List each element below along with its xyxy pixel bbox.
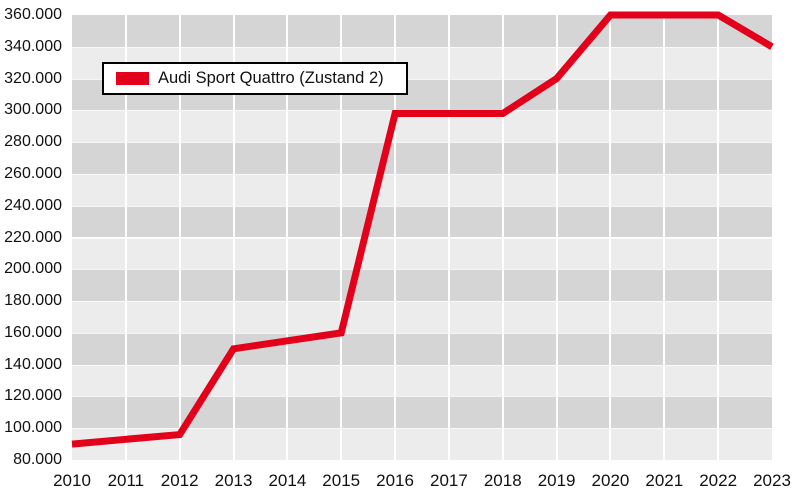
x-axis-label: 2020 (591, 471, 630, 490)
y-axis-label: 240.000 (4, 196, 62, 214)
legend-label: Audi Sport Quattro (Zustand 2) (158, 69, 384, 87)
horizontal-gridline (72, 237, 772, 239)
horizontal-gridline (72, 332, 772, 334)
plot-band (72, 15, 772, 47)
horizontal-gridline (72, 396, 772, 398)
vertical-gridline (178, 15, 181, 460)
plot-band (72, 364, 772, 397)
vertical-gridline (340, 15, 343, 460)
horizontal-gridline (72, 173, 772, 175)
y-axis-label: 360.000 (4, 6, 62, 23)
vertical-gridline (555, 15, 558, 460)
vertical-gridline (447, 15, 450, 460)
horizontal-gridline (72, 78, 772, 80)
vertical-gridline (286, 15, 289, 460)
horizontal-gridline (72, 46, 772, 48)
plot-band (72, 332, 772, 365)
plot-band (72, 301, 772, 333)
plot-band (72, 173, 772, 206)
y-axis-label: 300.000 (4, 101, 62, 119)
horizontal-gridline (72, 142, 772, 144)
horizontal-gridline (72, 301, 772, 303)
x-axis-label: 2012 (160, 471, 199, 490)
plot-band (72, 142, 772, 174)
x-axis-label: 2017 (430, 471, 468, 490)
vertical-gridline (663, 15, 666, 460)
y-axis-label: 280.000 (4, 133, 62, 151)
vertical-gridline (124, 15, 127, 460)
vertical-gridline (501, 15, 504, 460)
x-axis-label: 2022 (699, 471, 738, 490)
plot-band (72, 205, 772, 238)
y-axis-label: 260.000 (4, 164, 62, 182)
x-axis-label: 2014 (268, 471, 307, 490)
horizontal-gridline (72, 205, 772, 207)
horizontal-gridline (72, 428, 772, 430)
plot-band (72, 428, 772, 460)
y-axis-label: 80.000 (13, 451, 62, 468)
x-axis-label: 2016 (376, 471, 414, 490)
horizontal-gridline (72, 364, 772, 366)
vertical-gridline (394, 15, 397, 460)
y-axis-label: 180.000 (4, 292, 62, 310)
x-axis-label: 2023 (753, 471, 791, 490)
y-axis-label: 220.000 (4, 228, 62, 246)
legend: Audi Sport Quattro (Zustand 2) (102, 62, 408, 95)
x-axis-label: 2011 (107, 471, 145, 490)
plot-band (72, 269, 772, 302)
plot-area (72, 15, 772, 460)
y-axis-label: 340.000 (4, 37, 62, 55)
vertical-gridline (232, 15, 235, 460)
y-axis-label: 120.000 (4, 387, 62, 405)
x-axis-label: 2018 (483, 471, 522, 490)
plot-band (72, 237, 772, 270)
y-axis-label: 140.000 (4, 355, 62, 373)
y-axis-label: 100.000 (4, 419, 62, 437)
x-axis-label: 2021 (645, 471, 684, 490)
vertical-gridline (609, 15, 612, 460)
horizontal-gridline (72, 269, 772, 271)
x-axis-label: 2013 (214, 471, 253, 490)
legend-swatch-icon (116, 72, 149, 85)
vertical-gridline (717, 15, 720, 460)
y-axis-label: 200.000 (4, 260, 62, 278)
x-axis-label: 2010 (53, 471, 91, 490)
y-axis-label: 160.000 (4, 323, 62, 341)
x-axis-label: 2019 (537, 471, 576, 490)
y-axis-label: 320.000 (4, 69, 62, 87)
x-axis-label: 2015 (322, 471, 361, 490)
price-line (71, 11, 774, 448)
